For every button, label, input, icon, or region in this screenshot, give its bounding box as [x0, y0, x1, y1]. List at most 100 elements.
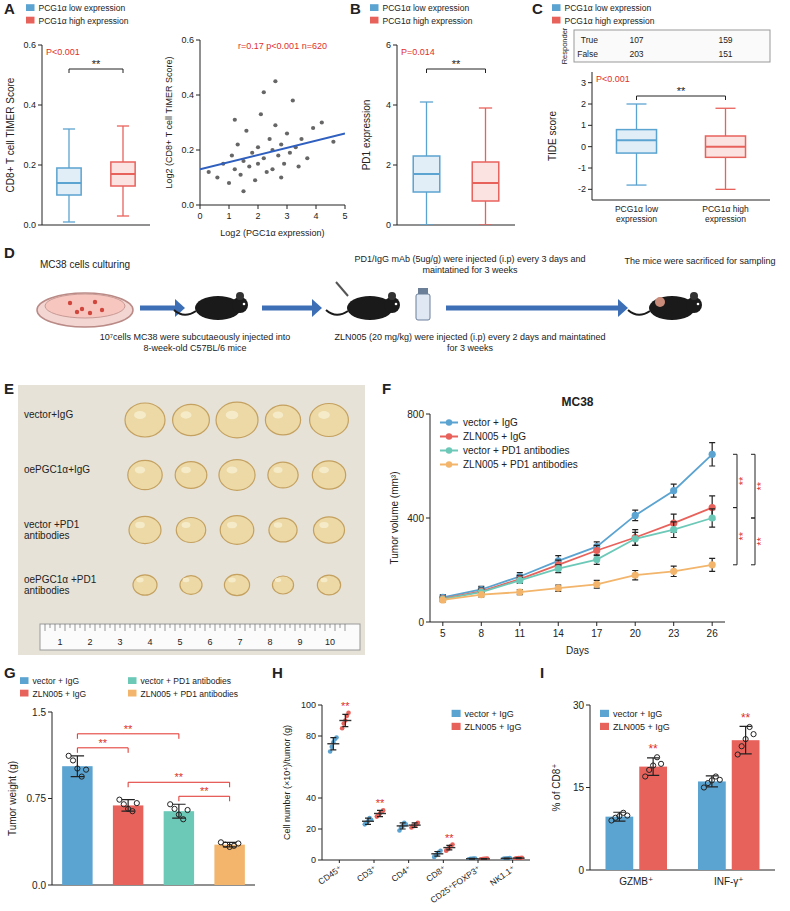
x-tick-label: CD25⁺FOXP3⁺ — [428, 863, 482, 905]
tumor-highlight — [182, 522, 191, 528]
error-bar — [342, 714, 348, 726]
legend-label: ZLN005 + PD1 antibodies — [141, 689, 239, 699]
significance: ** — [737, 531, 749, 540]
error-bar — [632, 510, 638, 520]
ruler-tick — [65, 624, 66, 631]
ruler-label: 2 — [87, 637, 92, 647]
y-tick-label: 40 — [306, 793, 316, 803]
median — [111, 173, 135, 175]
point — [282, 162, 286, 166]
tumor-highlight — [273, 411, 284, 418]
text-line: vector+IgG — [24, 409, 73, 420]
tumor — [175, 462, 207, 489]
y-tick-label: 2 — [386, 160, 391, 170]
ruler-tick — [100, 624, 101, 628]
marker — [555, 565, 562, 572]
row-label: vector+IgG — [24, 409, 73, 420]
ruler-tick — [205, 624, 206, 631]
error-bar — [709, 558, 715, 571]
y-tick-label: 3 — [581, 78, 586, 88]
cell — [80, 307, 84, 311]
x-tick — [558, 622, 559, 626]
x-tick — [478, 860, 479, 863]
chart-title: MC38 — [561, 395, 593, 409]
point — [262, 90, 266, 94]
bar — [732, 740, 760, 870]
panel-letter: B — [350, 0, 361, 17]
significance: ** — [341, 700, 350, 712]
panel-letter: A — [4, 0, 15, 17]
box — [616, 130, 656, 153]
legend-swatch — [600, 723, 609, 730]
text-line: oePGC1α +PD1 — [24, 574, 97, 585]
cell — [68, 301, 72, 305]
marker — [593, 556, 600, 563]
point — [297, 164, 301, 168]
significance: ** — [445, 832, 454, 844]
y-tick-label: -2 — [578, 184, 586, 194]
bar — [164, 811, 194, 885]
y-tick-label: 0 — [418, 617, 424, 628]
legend-swatch — [446, 419, 452, 425]
error-bar — [121, 800, 134, 812]
point — [262, 156, 266, 160]
y-tick — [588, 168, 592, 169]
significance: ** — [737, 476, 749, 485]
y-tick — [588, 125, 592, 126]
box — [111, 162, 135, 186]
error-bar — [709, 509, 715, 527]
plot-area — [439, 443, 716, 604]
y-tick — [393, 45, 397, 46]
ruler-tick — [200, 624, 201, 628]
mean-line — [501, 858, 513, 859]
tumor-highlight — [183, 578, 190, 582]
y-tick-label: 0.2 — [181, 145, 194, 155]
point — [244, 129, 248, 133]
ruler-tick — [255, 624, 256, 631]
y-tick — [48, 712, 52, 713]
significance: ** — [92, 58, 101, 70]
y-tick — [48, 798, 52, 799]
ruler-tick — [245, 624, 246, 631]
marker — [632, 535, 639, 542]
y-tick-label: 15 — [573, 782, 585, 793]
x-tick — [200, 205, 201, 209]
fit-line — [200, 134, 345, 170]
data-point — [172, 806, 177, 811]
y-tick-label: 0.4 — [181, 90, 194, 100]
y-tick — [318, 829, 322, 830]
plot-area — [200, 79, 345, 193]
box — [705, 136, 745, 157]
p-value: P<0.001 — [596, 74, 630, 84]
mouse-ear — [690, 292, 698, 300]
tumor-highlight — [321, 578, 328, 583]
error-bar — [377, 810, 383, 816]
error-bar — [671, 522, 677, 538]
tumor — [220, 516, 254, 545]
y-tick-label: 0.2 — [23, 160, 36, 170]
box — [57, 168, 81, 195]
marker — [439, 596, 446, 603]
y-axis-title: Tumor weight (g) — [7, 761, 18, 836]
plot-area — [57, 126, 135, 222]
series-line — [443, 518, 712, 599]
legend-label: vector + IgG — [613, 709, 662, 719]
ruler-tick — [330, 624, 331, 628]
error-bar — [446, 845, 452, 850]
significance: ** — [200, 785, 209, 797]
x-tick-label: 3 — [284, 211, 289, 221]
point — [215, 175, 219, 179]
row-label: False — [577, 49, 598, 59]
ruler-tick — [125, 624, 126, 631]
step-label: PD1/IgG mAb (5ug/g) were injected (i.p) … — [354, 254, 585, 275]
tumor-highlight — [319, 522, 328, 528]
legend-label: ZLN005 + IgG — [613, 722, 670, 732]
data-point — [70, 758, 75, 763]
x-tick-label: 5 — [342, 211, 347, 221]
y-axis-title: % of CD8⁺ — [551, 763, 562, 811]
ruler-label: 3 — [117, 637, 122, 647]
arrow-head — [312, 299, 322, 317]
data-point — [121, 802, 126, 807]
error-bar — [412, 823, 418, 828]
ruler-tick — [295, 624, 296, 631]
